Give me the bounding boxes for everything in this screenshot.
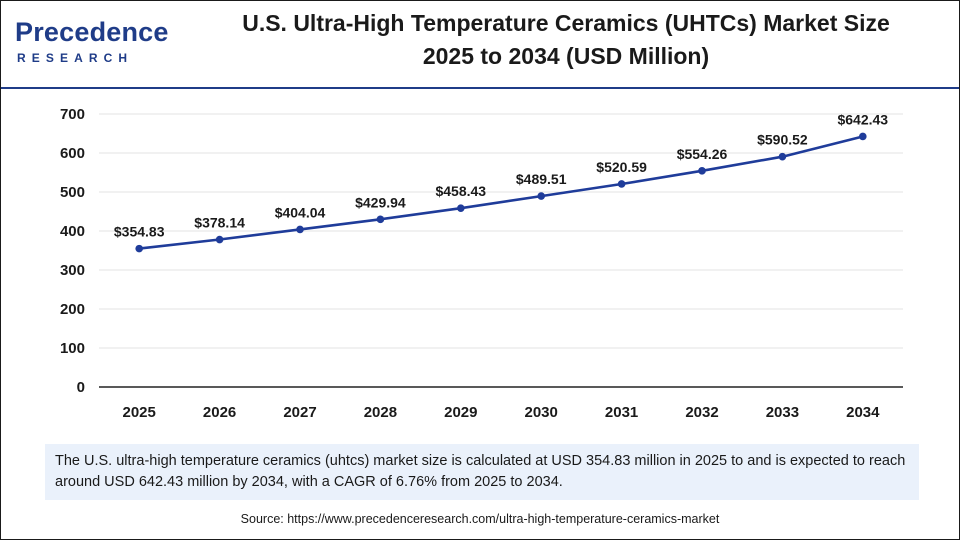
data-label-2031: $520.59 xyxy=(596,159,647,175)
data-point-2028 xyxy=(376,215,385,224)
y-tick-label-700: 700 xyxy=(60,106,85,123)
line-chart: 0 100 200 300 400 500 600 700 2025 2026 2027 2028 20… xyxy=(60,106,903,421)
y-tick-label-600: 600 xyxy=(60,145,85,162)
x-tick-label-2026: 2026 xyxy=(203,404,236,421)
grid-lines xyxy=(99,113,903,349)
data-point-2031 xyxy=(617,180,626,188)
data-label-2026: $378.14 xyxy=(194,215,245,231)
brand-sub: RESEARCH xyxy=(17,51,134,65)
data-labels: $354.83 $378.14 $404.04 $429.94 $458.43 $489.… xyxy=(114,111,888,239)
chart-title-line2: 2025 to 2034 (USD Million) xyxy=(422,43,710,69)
description-text: The U.S. ultra-high temperature ceramics… xyxy=(55,453,906,490)
brand-logo: Precedence RESEARCH xyxy=(15,15,175,75)
data-label-2032: $554.26 xyxy=(677,146,728,162)
y-tick-label-500: 500 xyxy=(60,184,85,201)
y-tick-label-100: 100 xyxy=(60,340,85,357)
x-tick-label-2027: 2027 xyxy=(283,404,316,421)
x-tick-label-2030: 2030 xyxy=(525,404,558,421)
series-line xyxy=(139,135,864,250)
brand-name: Precedence xyxy=(15,17,169,47)
source-text: Source: https://www.precedenceresearch.c… xyxy=(240,512,720,526)
data-point-2029 xyxy=(457,204,465,213)
x-tick-label-2029: 2029 xyxy=(444,404,477,421)
x-tick-label-2031: 2031 xyxy=(605,404,638,421)
y-tick-label-300: 300 xyxy=(60,262,85,279)
y-tick-label-200: 200 xyxy=(60,301,85,318)
data-point-2026 xyxy=(215,235,224,244)
data-point-2033 xyxy=(778,152,787,161)
data-label-2034: $642.43 xyxy=(837,111,888,127)
data-label-2030: $489.51 xyxy=(516,171,567,187)
data-point-2025 xyxy=(135,244,143,253)
x-tick-label-2034: 2034 xyxy=(846,404,880,421)
data-point-2032 xyxy=(698,167,706,175)
x-tick-label-2032: 2032 xyxy=(685,404,718,421)
x-tick-label-2028: 2028 xyxy=(364,404,397,421)
description-box: The U.S. ultra-high temperature ceramics… xyxy=(45,444,919,500)
data-points xyxy=(135,132,867,253)
header-divider xyxy=(1,87,959,89)
y-tick-label-0: 0 xyxy=(77,379,85,396)
x-tick-label-2025: 2025 xyxy=(123,404,156,421)
data-label-2029: $458.43 xyxy=(435,183,486,199)
data-label-2028: $429.94 xyxy=(355,194,406,210)
x-tick-label-2033: 2033 xyxy=(766,404,799,421)
y-tick-label-400: 400 xyxy=(60,223,85,240)
data-label-2033: $590.52 xyxy=(757,132,808,148)
data-point-2034 xyxy=(859,132,867,141)
series-line-layer xyxy=(139,135,864,250)
chart-title-line1: U.S. Ultra-High Temperature Ceramics (UH… xyxy=(242,10,890,36)
axes: 0 100 200 300 400 500 600 700 2025 2026 2027 2028 20… xyxy=(60,106,903,421)
data-label-2025: $354.83 xyxy=(114,224,165,240)
header: Precedence RESEARCH U.S. Ultra-High Temp… xyxy=(1,1,959,87)
data-label-2027: $404.04 xyxy=(275,204,326,220)
data-point-2027 xyxy=(296,225,304,234)
data-point-2030 xyxy=(537,192,545,200)
